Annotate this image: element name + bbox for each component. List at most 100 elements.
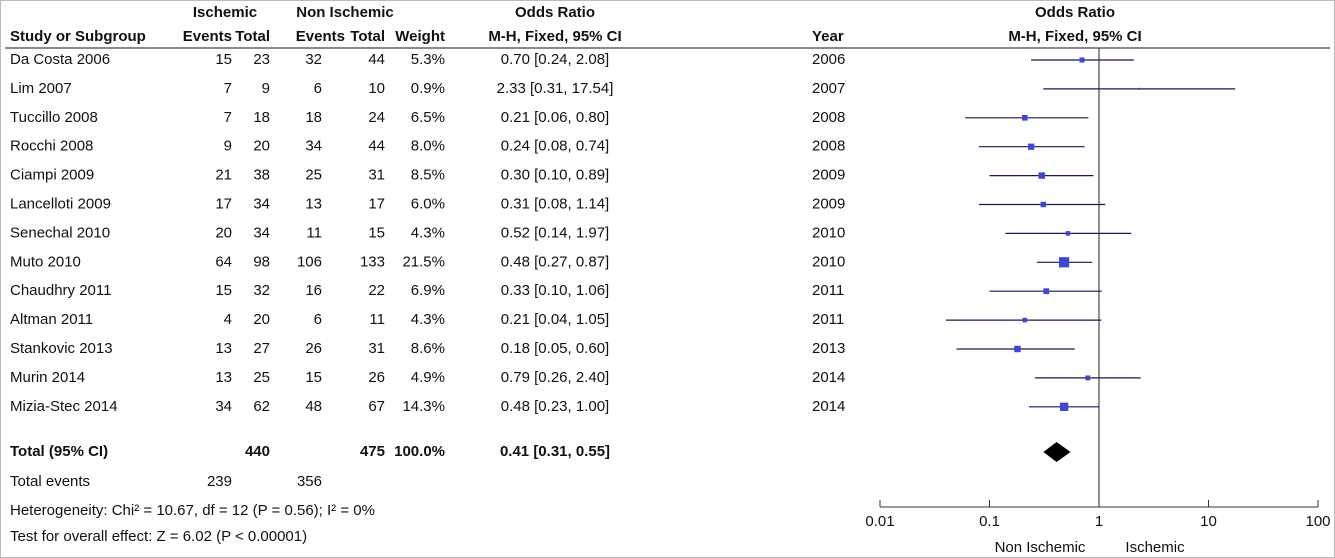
table-cell: Murin 2014 [10, 369, 85, 386]
point-estimate [1065, 231, 1071, 236]
column-header: Total [235, 28, 270, 45]
footer-text: Total events [10, 473, 90, 490]
table-cell: 21 [215, 167, 232, 184]
table-cell: 26 [368, 369, 385, 386]
table-cell: 9 [224, 138, 232, 155]
table-cell: 0.31 [0.08, 1.14] [501, 195, 609, 212]
table-cell: 24 [368, 109, 385, 126]
table-cell: 0.21 [0.06, 0.80] [501, 109, 609, 126]
chart-title: Odds Ratio [1035, 4, 1115, 21]
table-cell: 2008 [812, 138, 845, 155]
table-cell: 0.48 [0.27, 0.87] [501, 253, 609, 270]
x-tick-label: 1 [1095, 513, 1103, 530]
table-cell: Senechal 2010 [10, 224, 110, 241]
group-header: Ischemic [193, 4, 257, 21]
table-cell: Altman 2011 [10, 311, 93, 328]
table-cell: 64 [215, 253, 232, 270]
table-cell: 16 [305, 282, 322, 299]
column-header: Events [296, 28, 345, 45]
footer-text: Heterogeneity: Chi² = 10.67, df = 12 (P … [10, 502, 375, 519]
group-header: Odds Ratio [515, 4, 595, 21]
footer-text: Test for overall effect: Z = 6.02 (P < 0… [10, 528, 307, 545]
x-tick-label: 10 [1200, 513, 1217, 530]
table-cell: 4.3% [411, 311, 445, 328]
table-cell: 2008 [812, 109, 845, 126]
table-cell: 2009 [812, 195, 845, 212]
table-cell: 2014 [812, 398, 845, 415]
table-cell: 20 [253, 138, 270, 155]
table-cell: 11 [306, 224, 322, 241]
table-cell: 0.30 [0.10, 0.89] [501, 167, 609, 184]
table-cell: 62 [253, 398, 270, 415]
table-cell: 34 [305, 138, 322, 155]
table-cell: 9 [262, 80, 270, 97]
table-cell: 32 [253, 282, 270, 299]
point-estimate [1059, 402, 1069, 411]
events-cell: 356 [297, 473, 322, 490]
table-cell: Chaudhry 2011 [10, 282, 111, 299]
table-cell: 13 [305, 195, 322, 212]
table-cell: 27 [253, 340, 270, 357]
table-cell: 7 [224, 80, 232, 97]
table-cell: 133 [360, 253, 385, 270]
table-cell: Ciampi 2009 [10, 167, 94, 184]
table-cell: 31 [368, 167, 385, 184]
table-cell: 23 [253, 51, 270, 68]
table-cell: Rocchi 2008 [10, 138, 93, 155]
table-cell: Tuccillo 2008 [10, 109, 98, 126]
column-header: Weight [395, 28, 445, 45]
total-diamond [1043, 442, 1071, 462]
table-cell: 0.48 [0.23, 1.00] [501, 398, 609, 415]
table-cell: 0.21 [0.04, 1.05] [501, 311, 609, 328]
x-axis-label: Non Ischemic [995, 539, 1086, 556]
total-cell: Total (95% CI) [10, 443, 108, 460]
table-cell: 15 [215, 282, 232, 299]
table-cell: 2009 [812, 167, 845, 184]
point-estimate [1028, 143, 1035, 150]
total-cell: 100.0% [394, 443, 445, 460]
table-cell: Mizia-Stec 2014 [10, 398, 118, 415]
chart-subtitle: M-H, Fixed, 95% CI [1008, 28, 1141, 45]
table-cell: 67 [368, 398, 385, 415]
point-estimate [1043, 288, 1050, 295]
table-cell: 6.9% [411, 282, 445, 299]
point-estimate [1085, 375, 1091, 381]
table-cell: Lancelloti 2009 [10, 195, 111, 212]
table-cell: 98 [253, 253, 270, 270]
table-cell: 15 [305, 369, 322, 386]
table-cell: 18 [253, 109, 270, 126]
table-cell: 20 [215, 224, 232, 241]
table-cell: 2006 [812, 51, 845, 68]
total-cell: 0.41 [0.31, 0.55] [500, 443, 610, 460]
table-cell: 13 [215, 369, 232, 386]
table-cell: 7 [224, 109, 232, 126]
table-cell: 8.6% [411, 340, 445, 357]
column-header: Total [350, 28, 385, 45]
table-cell: 6.5% [411, 109, 445, 126]
table-cell: 4.3% [411, 224, 445, 241]
table-cell: 5.3% [411, 51, 445, 68]
table-cell: Stankovic 2013 [10, 340, 113, 357]
point-estimate [1138, 87, 1141, 90]
point-estimate [1038, 172, 1045, 179]
table-cell: 4.9% [411, 369, 445, 386]
point-estimate [1022, 317, 1028, 323]
point-estimate [1040, 201, 1046, 208]
table-cell: 2007 [812, 80, 845, 97]
x-tick-label: 100 [1305, 513, 1330, 530]
table-cell: 20 [253, 311, 270, 328]
table-cell: 2013 [812, 340, 845, 357]
table-cell: 34 [253, 195, 270, 212]
table-cell: 14.3% [402, 398, 445, 415]
table-cell: 0.70 [0.24, 2.08] [501, 51, 609, 68]
column-header: Year [812, 28, 844, 45]
table-cell: 34 [215, 398, 232, 415]
table-cell: 31 [368, 340, 385, 357]
table-cell: 2011 [812, 282, 844, 299]
table-cell: 17 [368, 195, 385, 212]
table-cell: 2014 [812, 369, 845, 386]
table-cell: 48 [305, 398, 322, 415]
table-cell: 17 [215, 195, 232, 212]
x-axis-label: Ischemic [1125, 539, 1185, 556]
